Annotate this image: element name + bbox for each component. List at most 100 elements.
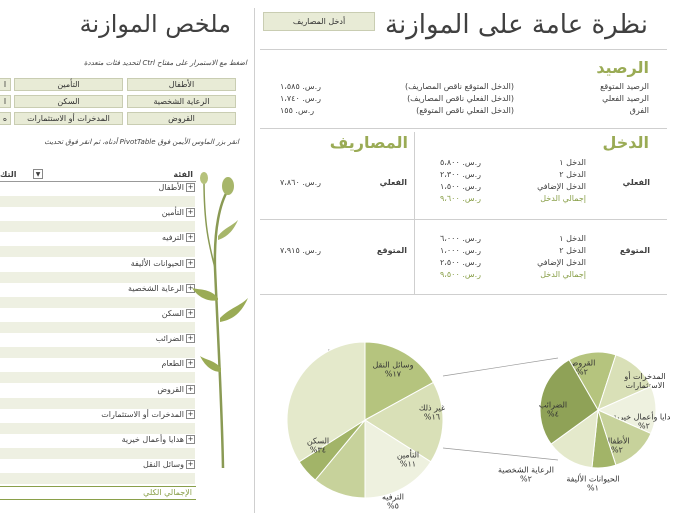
pivot-row-band (0, 296, 195, 308)
pivot-row-text: الأطفال (158, 183, 184, 192)
pivot-row-band (0, 246, 195, 258)
expand-icon[interactable]: + (186, 283, 195, 293)
expand-icon[interactable]: + (186, 258, 195, 268)
pivot-row[interactable]: +هدايا وأعمال خيرية (0, 435, 195, 459)
income-actual-label: الفعلي (622, 178, 650, 187)
panel-divider (254, 8, 255, 513)
slicer-button-edge-2[interactable]: ا (0, 95, 11, 108)
pivot-row-text: التأمين (161, 208, 184, 218)
pivot-row-band (0, 196, 195, 207)
pie-slice-label: الأطفال %٢ (604, 436, 629, 455)
pie-slice (286, 341, 366, 463)
pivot-hint: انقر بزر الماوس الأيمن فوق PivotTable أد… (44, 138, 239, 146)
pivot-row-text: الحيوانات الأليفة (130, 258, 184, 268)
pivot-row[interactable]: +المدخرات أو الاستثمارات (0, 409, 195, 434)
pivot-row-text: الرعاية الشخصية (128, 283, 184, 293)
income-row-value: ر.س. ٩،٦٠٠ (440, 194, 482, 203)
pivot-row-text: الطعام (161, 359, 184, 369)
slicer-button-children[interactable]: الأطفال (127, 78, 236, 91)
pivot-row-label: +الضرائب (155, 334, 195, 344)
balance-row-value: ر.س. ١٥٥ (280, 106, 315, 115)
pivot-row[interactable]: +الرعاية الشخصية (0, 283, 195, 308)
slicer-button-housing[interactable]: السكن (14, 95, 123, 108)
pivot-row-label: +التأمين (161, 208, 195, 218)
pivot-header-left: التك (0, 170, 17, 179)
pivot-row[interactable]: +الأطفال (0, 183, 195, 207)
pivot-row[interactable]: +الترفيه (0, 233, 195, 258)
enter-expenses-button[interactable]: أدخل المصاريف (263, 12, 375, 31)
expenses-actual-label: الفعلي (379, 178, 407, 187)
pivot-row[interactable]: +الحيوانات الأليفة (0, 258, 195, 283)
pivot-row[interactable]: +الضرائب (0, 334, 195, 359)
slicer-button-personal-care[interactable]: الرعاية الشخصية (127, 95, 236, 108)
balance-row-label: الرصيد المتوقع (600, 82, 649, 91)
income-row-value: ر.س. ٢،٣٠٠ (440, 170, 482, 179)
pivot-row-label: +الرعاية الشخصية (128, 283, 195, 293)
expand-icon[interactable]: + (186, 208, 195, 218)
pivot-row-band (0, 372, 195, 384)
expenses-expected-label: المتوقع (376, 246, 407, 255)
pivot-row-label: +السكن (162, 309, 195, 318)
slicer-button-insurance[interactable]: التأمين (14, 78, 123, 91)
expand-icon[interactable]: + (186, 334, 195, 344)
pivot-row[interactable]: +التأمين (0, 208, 195, 233)
expand-icon[interactable]: + (186, 359, 195, 369)
chevron-down-icon: ▼ (35, 171, 41, 178)
pivot-row-band (0, 322, 195, 333)
expand-icon[interactable]: + (186, 384, 195, 394)
balance-row-label: الرصيد الفعلي (602, 94, 649, 103)
income-row-value: ر.س. ١،٠٠٠ (440, 246, 482, 255)
income-row-label: الدخل ١ (559, 158, 586, 167)
pivot-row-band (0, 271, 195, 283)
income-expense-divider (414, 132, 415, 294)
connector-line (442, 357, 559, 377)
pivot-table[interactable]: الفئة ▼ التك +الأطفال +التأمين +الترفيه … (0, 166, 200, 506)
pie-slice-label: الترفيه %٥ (382, 493, 404, 511)
pivot-row[interactable]: +وسائل النقل (0, 460, 195, 485)
pie-slice-label: هدايا وأعمال خيرية %٢ (613, 412, 670, 431)
pivot-header: الفئة (173, 170, 193, 179)
pie-slice-label: الحيوانات الأليفة %١ (566, 474, 619, 493)
slicer-button-loans[interactable]: القروض (127, 112, 236, 125)
slicer-button-savings[interactable]: المدخرات أو الاستثمارات (14, 112, 123, 125)
pivot-row-text: القروض (157, 384, 184, 394)
income-row-label: إجمالي الدخل (540, 270, 586, 279)
slicer-button-edge-1[interactable]: ا (0, 78, 11, 91)
pivot-row-label: +القروض (157, 384, 195, 394)
expand-icon[interactable]: + (186, 460, 195, 470)
pivot-row-label: +الترفيه (162, 233, 195, 243)
pie-slice (364, 341, 435, 421)
bottom-section-divider (260, 294, 667, 295)
balance-divider (260, 128, 667, 129)
expand-icon[interactable]: + (186, 435, 195, 444)
balance-heading: الرصيد (596, 58, 649, 77)
title-underline (260, 49, 667, 50)
pivot-row-text: الضرائب (155, 334, 184, 344)
expand-icon[interactable]: + (186, 183, 195, 192)
income-row-value: ر.س. ٦،٠٠٠ (440, 234, 482, 243)
pivot-row[interactable]: +الطعام (0, 359, 195, 384)
pivot-row-band (0, 397, 195, 409)
expenses-expected-value: ر.س. ٧،٩١٥ (280, 246, 322, 255)
balance-row-desc: (الدخل الفعلي ناقص المتوقع) (416, 106, 514, 115)
pivot-row[interactable]: +السكن (0, 309, 195, 333)
pivot-row[interactable]: +القروض (0, 384, 195, 409)
slicer-button-edge-3[interactable]: ه (0, 112, 11, 125)
income-row-label: الدخل ٢ (559, 246, 586, 255)
expand-icon[interactable]: + (186, 309, 195, 318)
expand-icon[interactable]: + (186, 409, 195, 419)
balance-row-desc: (الدخل المتوقع ناقص المصاريف) (405, 82, 514, 91)
slicer-button-edge-2-label: ا (3, 97, 7, 106)
balance-row-value: ر.س. ١،٥٨٥ (280, 82, 322, 91)
plant-illustration (192, 172, 248, 469)
slicer-button-edge-1-label: ا (3, 80, 7, 89)
pivot-filter-dropdown[interactable]: ▼ (33, 169, 43, 179)
income-heading: الدخل (602, 133, 649, 152)
slicer-button-edge-3-label: ه (2, 114, 8, 123)
income-row-value: ر.س. ٢،٥٠٠ (440, 258, 482, 267)
expand-icon[interactable]: + (186, 233, 195, 243)
actual-expected-divider (260, 219, 667, 220)
overview-title: نظرة عامة على الموازنة (385, 10, 648, 40)
income-row-label: إجمالي الدخل (540, 194, 586, 203)
